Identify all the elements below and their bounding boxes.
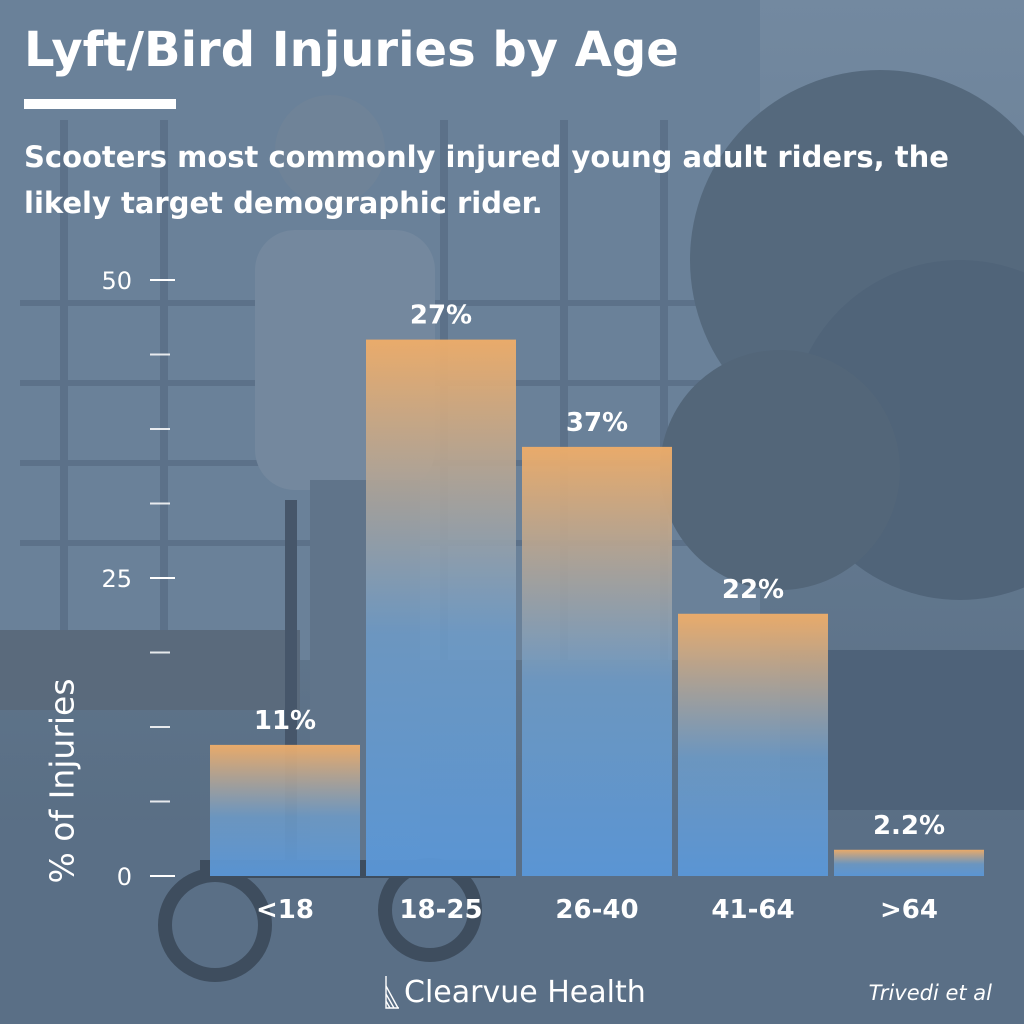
x-tick-label: 41-64 [711, 895, 794, 925]
title-underline [24, 99, 176, 109]
data-label: 2.2% [873, 811, 945, 841]
chart-title: Lyft/Bird Injuries by Age [24, 22, 679, 78]
data-label: 27% [410, 301, 472, 331]
brand-name: Clearvue Health [404, 974, 646, 1010]
bar-3 [522, 446, 672, 876]
chart-subtitle: Scooters most commonly injured young adu… [24, 140, 949, 220]
data-label: 37% [566, 408, 628, 438]
data-label: 11% [254, 706, 316, 736]
bar-5 [834, 849, 984, 876]
bar-1 [210, 744, 360, 876]
y-tick-label: 50 [101, 267, 132, 295]
bar-2 [366, 339, 516, 877]
x-tick-label: >64 [880, 895, 938, 925]
bar-4 [678, 613, 828, 876]
clearvue-logo-icon [385, 976, 399, 1009]
x-tick-label: 18-25 [399, 895, 482, 925]
x-tick-label: 26-40 [555, 895, 638, 925]
y-tick-label: 0 [117, 863, 132, 891]
source-credit: Trivedi et al [868, 981, 992, 1005]
data-label: 22% [722, 575, 784, 605]
y-tick-label: 25 [101, 565, 132, 593]
brand-logo: Clearvue Health [384, 968, 646, 1016]
x-tick-label: <18 [256, 895, 314, 925]
